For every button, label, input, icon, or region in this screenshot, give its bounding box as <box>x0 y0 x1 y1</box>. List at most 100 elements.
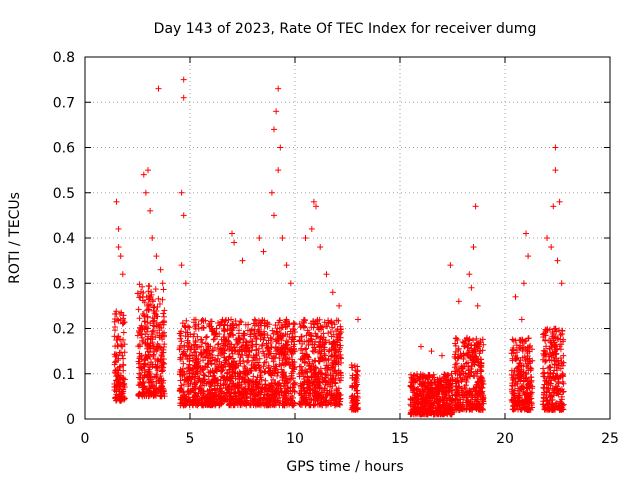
data-point <box>143 328 150 335</box>
data-point <box>116 375 123 382</box>
data-point <box>120 329 127 336</box>
x-tick-label: 0 <box>81 431 90 447</box>
data-point <box>139 367 146 374</box>
data-point <box>121 349 128 356</box>
y-tick-label: 0.8 <box>53 50 75 66</box>
data-point <box>156 300 163 307</box>
data-point <box>329 289 336 296</box>
data-point <box>141 318 148 325</box>
data-point <box>277 144 284 151</box>
data-point <box>160 286 167 293</box>
data-point <box>558 280 565 287</box>
data-point <box>145 378 152 385</box>
y-tick-label: 0.1 <box>53 367 75 383</box>
data-point <box>147 207 154 214</box>
data-point <box>453 335 460 342</box>
data-point <box>199 316 206 323</box>
data-point <box>323 271 330 278</box>
data-point <box>120 386 127 393</box>
data-point <box>548 244 555 251</box>
data-point <box>135 343 142 350</box>
data-point <box>260 248 267 255</box>
data-point <box>136 392 143 399</box>
y-tick-labels: 0 0.1 0.2 0.3 0.4 0.5 0.6 0.7 0.8 <box>53 50 75 428</box>
data-point <box>118 389 125 396</box>
data-point <box>239 257 246 264</box>
data-point <box>136 294 143 301</box>
data-point <box>145 387 152 394</box>
data-point <box>116 349 123 356</box>
x-tick-label: 25 <box>601 431 619 447</box>
data-point <box>145 361 152 368</box>
data-point <box>455 345 462 352</box>
data-points <box>111 76 567 418</box>
data-point <box>470 244 477 251</box>
data-point <box>287 280 294 287</box>
data-point <box>152 334 159 341</box>
data-point <box>111 324 118 331</box>
data-point <box>143 354 150 361</box>
x-tick-label: 20 <box>496 431 514 447</box>
data-point <box>141 299 148 306</box>
data-point <box>156 321 163 328</box>
data-point <box>283 262 290 269</box>
data-point <box>466 271 473 278</box>
data-point <box>120 367 127 374</box>
data-point <box>153 313 160 320</box>
data-point <box>472 203 479 210</box>
data-point <box>157 373 164 380</box>
data-point <box>115 225 122 232</box>
data-point <box>512 293 519 300</box>
data-point <box>134 332 141 339</box>
data-point <box>160 388 167 395</box>
data-point <box>144 336 151 343</box>
data-point <box>180 360 187 367</box>
data-point <box>153 371 160 378</box>
data-point <box>273 108 280 115</box>
data-point <box>159 296 166 303</box>
data-point <box>117 253 124 260</box>
x-tick-label: 10 <box>286 431 304 447</box>
data-point <box>117 397 124 404</box>
data-point <box>151 303 158 310</box>
data-point <box>525 253 532 260</box>
data-point <box>147 302 154 309</box>
data-point <box>141 313 148 320</box>
data-point <box>150 352 157 359</box>
data-point <box>113 337 120 344</box>
data-point <box>142 324 149 331</box>
data-point <box>135 306 142 313</box>
data-point <box>119 271 126 278</box>
data-point <box>154 365 161 372</box>
data-point <box>137 330 144 337</box>
y-tick-label: 0.4 <box>53 231 75 247</box>
data-point <box>447 262 454 269</box>
data-point <box>145 167 151 174</box>
data-point <box>290 321 297 328</box>
data-point <box>279 235 286 241</box>
data-point <box>113 198 120 205</box>
data-point <box>229 230 235 237</box>
data-point <box>135 358 142 365</box>
data-point <box>554 257 561 264</box>
data-point <box>152 286 159 293</box>
data-point <box>523 230 529 237</box>
data-point <box>149 328 156 335</box>
data-point <box>180 94 187 101</box>
data-point <box>115 370 122 377</box>
data-point <box>355 316 361 323</box>
data-point <box>182 280 189 287</box>
data-point <box>474 302 481 309</box>
data-point <box>144 302 151 309</box>
data-point <box>119 352 126 359</box>
data-point <box>244 359 251 366</box>
y-tick-label: 0.5 <box>53 186 75 202</box>
data-point <box>275 85 282 92</box>
data-point <box>157 393 164 400</box>
data-point <box>150 327 157 334</box>
data-point <box>178 382 185 389</box>
data-point <box>117 383 124 390</box>
data-point <box>256 235 263 241</box>
data-point <box>146 353 153 360</box>
